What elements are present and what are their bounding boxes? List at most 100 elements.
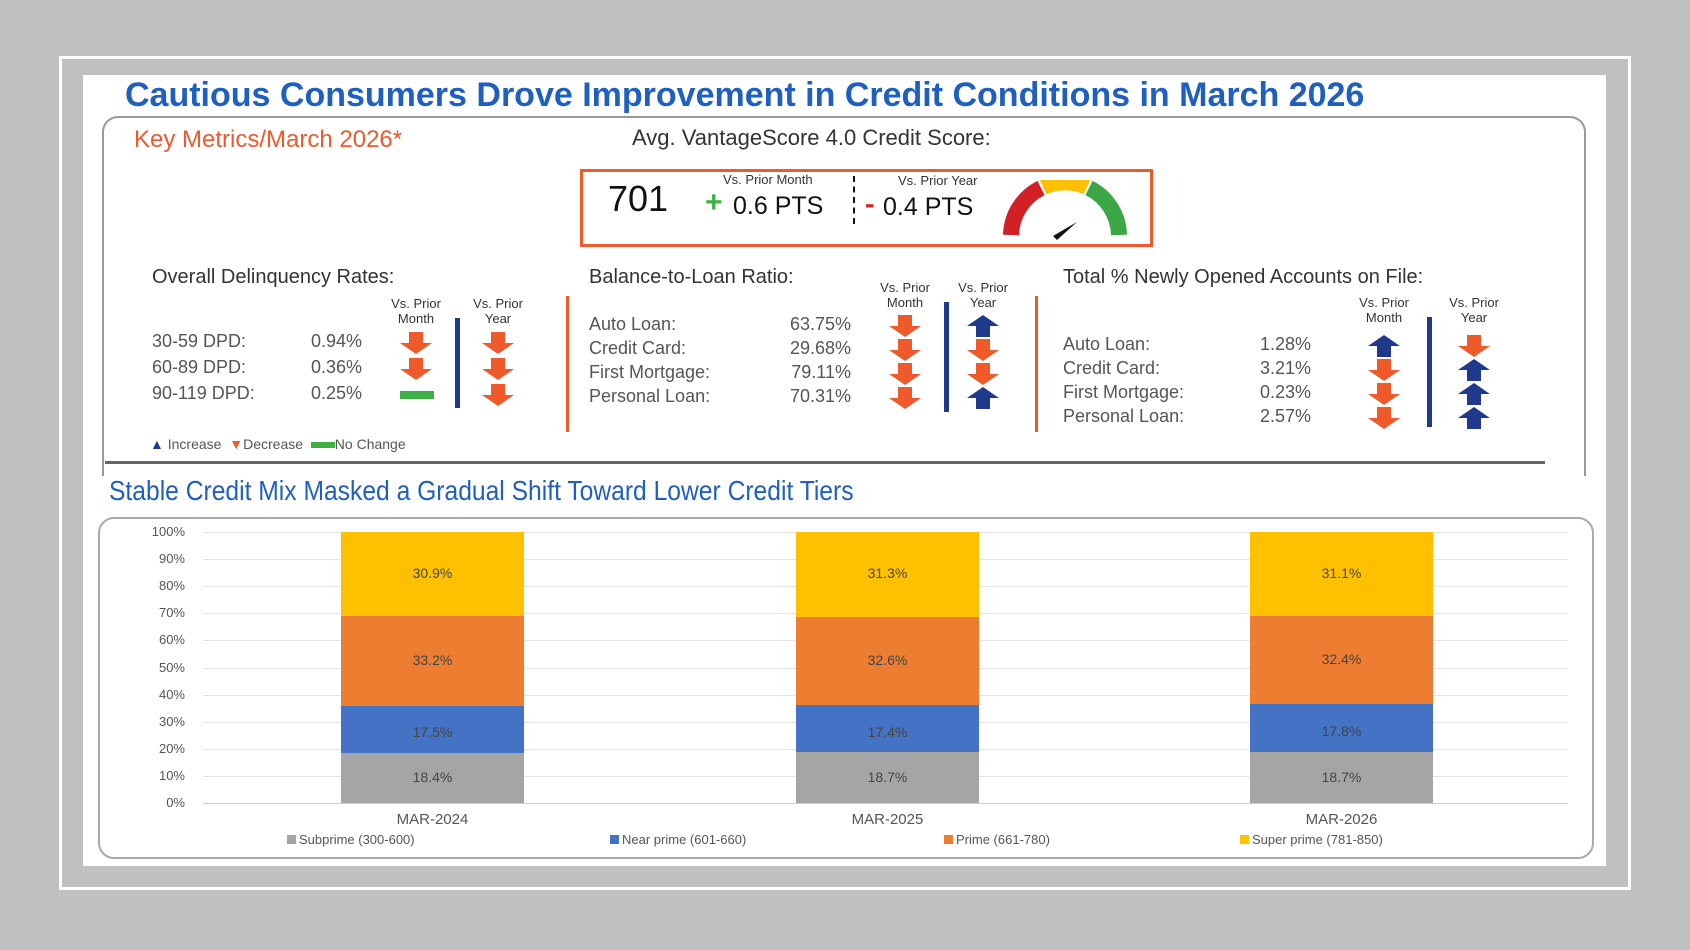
row-label: Credit Card: — [1063, 358, 1161, 378]
key-metrics-box — [102, 116, 1586, 476]
increase-arrow-icon: ▲ — [150, 436, 164, 452]
row-label: Auto Loan: — [589, 314, 677, 334]
legend-swatch — [610, 835, 619, 844]
up-arrow-icon — [1458, 359, 1490, 381]
bar-segment — [1250, 532, 1433, 617]
bar-segment — [1250, 752, 1433, 803]
legend-item: Subprime (300-600) — [287, 832, 415, 847]
bar-segment — [341, 615, 524, 706]
legend-label: Subprime (300-600) — [299, 832, 415, 847]
legend-item: Near prime (601-660) — [610, 832, 746, 847]
down-arrow-icon — [1368, 359, 1400, 381]
x-tick-label: MAR-2025 — [851, 811, 924, 828]
legend-swatch — [944, 835, 953, 844]
row-label: 90-119 DPD: — [152, 383, 255, 403]
divider — [105, 461, 1545, 464]
bar-segment — [1250, 616, 1433, 705]
score-divider — [853, 176, 855, 224]
row-value: 79.11% — [791, 362, 851, 382]
bar-segment — [796, 616, 979, 706]
down-arrow-icon — [889, 339, 921, 361]
up-arrow-icon — [1458, 407, 1490, 429]
vs-prior-month-label: Vs. Prior Month — [723, 172, 813, 187]
row-value: 70.31% — [789, 386, 851, 406]
down-arrow-icon — [400, 358, 432, 380]
data-label: 32.4% — [1321, 651, 1362, 668]
down-arrow-icon — [1458, 335, 1490, 357]
row-value: 2.57% — [1259, 406, 1311, 426]
decrease-arrow-icon: ▼ — [229, 436, 244, 452]
no-change-icon — [310, 442, 335, 449]
legend-no-change: No Change — [334, 436, 406, 452]
data-label: 31.3% — [867, 565, 908, 582]
row-value: 0.25% — [310, 383, 362, 403]
year-change: 0.4 PTS — [883, 193, 974, 221]
col-vs-prior-year: Vs. Prior Year — [1449, 295, 1499, 325]
legend-label: Super prime (781-850) — [1252, 832, 1383, 847]
down-arrow-icon — [482, 358, 514, 380]
data-label: 31.1% — [1321, 565, 1362, 582]
down-arrow-icon — [889, 387, 921, 409]
row-label: Auto Loan: — [1063, 334, 1151, 354]
bar-segment — [1250, 704, 1433, 753]
row-value: 1.28% — [1259, 334, 1311, 354]
legend-item: Super prime (781-850) — [1240, 832, 1383, 847]
bar-segment — [796, 532, 979, 617]
down-arrow-icon — [482, 384, 514, 406]
row-label: First Mortgage: — [1063, 382, 1185, 402]
x-tick-label: MAR-2026 — [1305, 811, 1378, 828]
delinquency-title: Overall Delinquency Rates: — [152, 266, 395, 288]
data-label: 33.2% — [412, 651, 453, 668]
bar-segment — [796, 705, 979, 753]
page-title: Cautious Consumers Drove Improvement in … — [125, 76, 1365, 114]
y-tick-label: 40% — [158, 686, 185, 702]
data-label: 18.7% — [867, 768, 908, 785]
y-tick-label: 0% — [166, 795, 185, 810]
row-value: 63.75% — [789, 314, 851, 334]
score-heading: Avg. VantageScore 4.0 Credit Score: — [632, 125, 991, 150]
down-arrow-icon — [400, 332, 432, 354]
month-change: 0.6 PTS — [733, 192, 824, 220]
data-label: 18.4% — [412, 769, 453, 786]
col-vs-prior-month: Vs. Prior Month — [391, 296, 441, 326]
year-sign: - — [865, 188, 875, 219]
y-tick-label: 30% — [158, 713, 185, 729]
y-tick-label: 50% — [158, 659, 185, 675]
legend-swatch — [1240, 835, 1249, 844]
down-arrow-icon — [889, 363, 921, 385]
arrow-legend: ▲ Increase ▼Decrease No Change — [150, 436, 406, 452]
section-divider — [566, 296, 569, 432]
data-label: 18.7% — [1321, 768, 1362, 785]
legend-swatch — [287, 835, 296, 844]
down-arrow-icon — [967, 363, 999, 385]
col-vs-prior-year: Vs. Prior Year — [958, 280, 1008, 310]
row-value: 0.23% — [1259, 382, 1311, 402]
y-tick-label: 90% — [158, 551, 185, 567]
row-value: 29.68% — [789, 338, 851, 358]
gridline — [203, 803, 1568, 804]
data-label: 17.5% — [412, 724, 453, 741]
data-label: 32.6% — [867, 651, 908, 668]
row-value: 0.94% — [310, 331, 362, 351]
chart-title: Stable Credit Mix Masked a Gradual Shift… — [109, 475, 854, 506]
new_accounts-title: Total % Newly Opened Accounts on File: — [1063, 266, 1424, 288]
column-divider — [455, 318, 460, 408]
column-divider — [944, 302, 949, 412]
legend-label: Prime (661-780) — [956, 832, 1050, 847]
down-arrow-icon — [967, 339, 999, 361]
section-divider — [1035, 296, 1038, 432]
data-label: 17.8% — [1321, 723, 1362, 740]
speedometer-gauge-icon — [1003, 180, 1127, 240]
bar-segment — [341, 532, 524, 616]
down-arrow-icon — [1368, 383, 1400, 405]
down-arrow-icon — [1368, 407, 1400, 429]
row-label: Personal Loan: — [1063, 406, 1185, 426]
down-arrow-icon — [889, 315, 921, 337]
month-sign: + — [705, 186, 723, 219]
legend-label: Near prime (601-660) — [622, 832, 747, 847]
y-tick-label: 20% — [158, 740, 185, 756]
up-arrow-icon — [967, 315, 999, 337]
score-value: 701 — [608, 178, 669, 219]
row-label: Personal Loan: — [589, 386, 711, 406]
y-tick-label: 70% — [158, 605, 185, 621]
